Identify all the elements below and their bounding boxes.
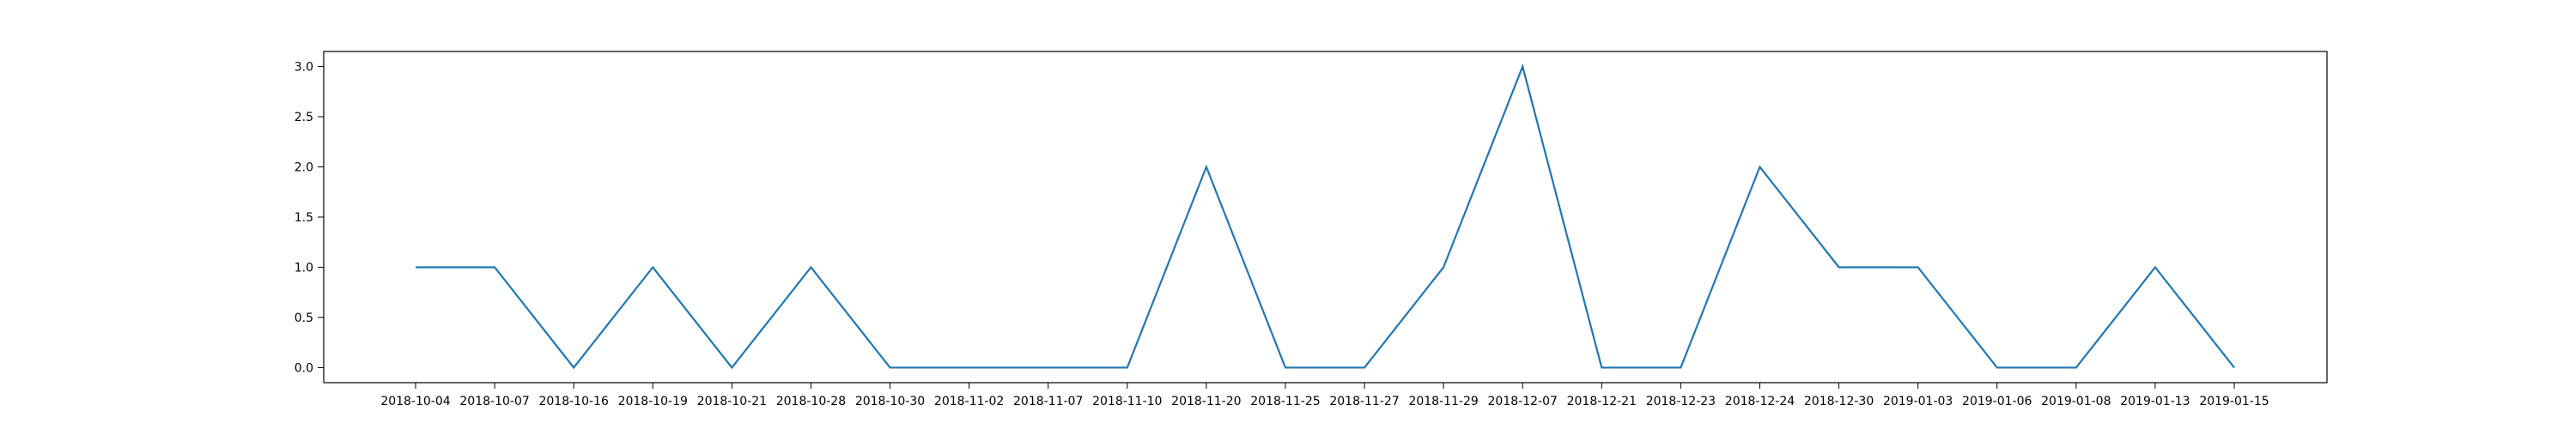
- x-tick-label: 2018-10-19: [618, 395, 688, 408]
- x-tick-label: 2018-10-21: [697, 395, 767, 408]
- x-tick-label: 2018-10-30: [855, 395, 925, 408]
- y-tick-label: 0.5: [295, 311, 313, 325]
- x-tick-label: 2018-12-21: [1567, 395, 1637, 408]
- x-tick-label: 2018-10-07: [459, 395, 529, 408]
- x-tick-label: 2018-10-04: [380, 395, 450, 408]
- x-tick-label: 2018-11-27: [1329, 395, 1399, 408]
- y-tick-label: 2.5: [295, 111, 313, 124]
- y-tick-label: 1.5: [295, 211, 313, 225]
- data-points: [415, 66, 2235, 368]
- x-tick-label: 2019-01-08: [2041, 395, 2111, 408]
- y-tick-label: 0.0: [295, 361, 313, 375]
- y-tick-label: 1.0: [295, 261, 313, 275]
- plot-area-frame: [323, 51, 2328, 384]
- y-axis: 0.0 0.5 1.0 1.5 2.0 2.5 3.0: [295, 61, 324, 375]
- x-tick-label: 2018-11-25: [1250, 395, 1320, 408]
- x-tick-label: 2018-11-10: [1092, 395, 1162, 408]
- x-tick-label: 2018-11-07: [1013, 395, 1083, 408]
- x-tick-label: 2019-01-15: [2199, 395, 2269, 408]
- x-tick-label: 2018-10-28: [776, 395, 846, 408]
- x-tick-label: 2019-01-03: [1883, 395, 1953, 408]
- x-tick-label: 2019-01-13: [2120, 395, 2190, 408]
- series-line: [416, 63, 2235, 370]
- x-axis: 2018-10-04 2018-10-07 2018-10-16 2018-10-19…: [380, 383, 2269, 408]
- x-tick-label: 2019-01-06: [1962, 395, 2032, 408]
- y-tick-label: 3.0: [295, 61, 313, 75]
- x-tick-label: 2018-11-29: [1408, 395, 1478, 408]
- x-tick-label: 2018-11-02: [934, 395, 1004, 408]
- x-tick-label: 2018-12-30: [1804, 395, 1874, 408]
- x-tick-label: 2018-10-16: [538, 395, 608, 408]
- y-tick-label: 2.0: [295, 161, 313, 175]
- x-tick-label: 2018-11-20: [1171, 395, 1241, 408]
- x-tick-label: 2018-12-24: [1725, 395, 1795, 408]
- x-tick-label: 2018-12-07: [1488, 395, 1558, 408]
- x-tick-label: 2018-12-23: [1646, 395, 1716, 408]
